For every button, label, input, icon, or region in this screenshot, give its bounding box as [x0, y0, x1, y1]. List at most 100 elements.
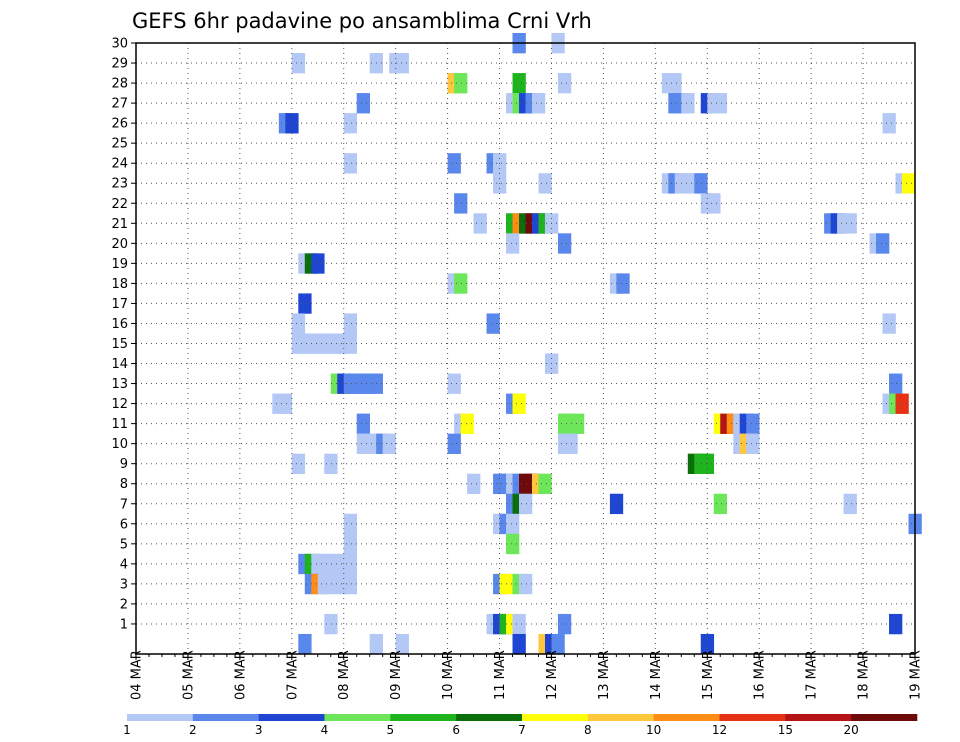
y-tick-label-1: 1	[120, 617, 128, 632]
heatmap-cell-41	[902, 173, 916, 194]
colorbar-swatch-2	[258, 714, 325, 721]
heatmap-cell-69	[291, 313, 306, 334]
heatmap-cell-39	[694, 173, 708, 194]
colorbar: 1 2 3 4 5 6 7 8 10 12 15 20	[123, 714, 918, 737]
y-tick-label-25: 25	[111, 137, 128, 152]
heatmap-cell-176	[298, 633, 312, 655]
heatmap-cell-58	[557, 233, 572, 254]
y-tick-label-28: 28	[111, 77, 128, 92]
grid-lines	[136, 42, 915, 654]
colorbar-label-8: 8	[584, 723, 592, 737]
x-tick-label-13: 17 MAR	[805, 650, 820, 700]
colorbar-swatch-5	[456, 714, 523, 721]
y-tick-label-7: 7	[120, 497, 128, 512]
heatmap-cell-33	[538, 173, 552, 194]
heatmap-cell-156	[343, 553, 358, 575]
heatmap-cell-173	[512, 613, 526, 635]
colorbar-label-5: 5	[387, 723, 395, 737]
colorbar-label-10: 10	[646, 723, 661, 737]
x-tick-label-7: 11 MAR	[493, 650, 508, 700]
x-tick-label-6: 10 MAR	[441, 650, 456, 700]
heatmap-cell-81	[343, 333, 358, 354]
heatmap-cell-98	[895, 393, 909, 414]
y-tick-label-29: 29	[111, 57, 128, 72]
heatmap-cell-70	[343, 313, 358, 334]
heatmap-cell-182	[551, 633, 565, 655]
heatmap-cell-122	[291, 453, 306, 475]
plot-frame	[135, 42, 916, 655]
heatmap-cell-138	[519, 493, 533, 515]
heatmap-cell-29	[447, 153, 461, 174]
heatmap-cell-72	[882, 313, 896, 334]
heatmap-cell-56	[843, 213, 857, 234]
heatmap-cell-148	[506, 533, 520, 555]
heatmap-cell-104	[570, 413, 585, 434]
heatmap-cell-8	[512, 73, 526, 94]
y-axis: 1234567891011121314151617181920212223242…	[111, 37, 136, 632]
y-tick-label-16: 16	[111, 317, 128, 332]
heatmap-cell-121	[746, 433, 760, 454]
heatmap-cell-127	[467, 473, 481, 495]
heatmap-cell-123	[324, 453, 338, 475]
heatmap-cell-135	[538, 473, 552, 495]
y-tick-label-11: 11	[111, 417, 128, 432]
heatmap-cell-95	[512, 393, 526, 414]
heatmap-cell-68	[298, 293, 312, 314]
colorbar-label-3: 3	[255, 723, 263, 737]
chart-title: GEFS 6hr padavine po ansamblima Crni Vrh	[132, 9, 592, 33]
heatmap-cell-26	[343, 113, 358, 134]
y-tick-label-3: 3	[120, 577, 128, 592]
heatmap-cell-116	[447, 433, 461, 454]
y-tick-label-30: 30	[111, 37, 128, 52]
y-tick-label-15: 15	[111, 337, 128, 352]
y-tick-label-19: 19	[111, 257, 128, 272]
heatmap-cell-90	[447, 373, 461, 394]
heatmap-cell-179	[512, 633, 526, 655]
colorbar-swatch-9	[719, 714, 786, 721]
heatmap-cell-141	[843, 493, 857, 515]
colorbar-swatch-8	[653, 714, 720, 721]
heatmap-cell-110	[746, 413, 760, 434]
heatmap-cell-44	[707, 193, 721, 214]
y-tick-label-21: 21	[111, 217, 128, 232]
heatmap-cell-142	[343, 513, 358, 535]
colorbar-swatch-7	[587, 714, 654, 721]
colorbar-label-7: 7	[518, 723, 526, 737]
heatmap-cell-178	[395, 633, 409, 655]
x-tick-label-9: 13 MAR	[597, 650, 612, 700]
heatmap-cell-174	[557, 613, 572, 635]
heatmap-cell-99	[356, 413, 370, 434]
x-tick-label-0: 04 MAR	[130, 650, 145, 700]
y-tick-label-9: 9	[120, 457, 128, 472]
heatmap-cell-71	[486, 313, 500, 334]
x-tick-label-14: 18 MAR	[857, 650, 872, 700]
heatmap-cell-7	[454, 73, 468, 94]
colorbar-swatch-3	[324, 714, 391, 721]
x-axis: 04 MAR 05 MAR 06 MAR 07 MAR 08 MAR 09 MAR 10 M…	[130, 650, 924, 700]
heatmap-cell-167	[519, 573, 533, 595]
heatmap-cell-67	[616, 273, 630, 294]
colorbar-label-15: 15	[778, 723, 793, 737]
colorbar-swatch-1	[192, 714, 259, 721]
x-tick-label-15: 19 MAR	[909, 650, 924, 700]
y-tick-label-20: 20	[111, 237, 128, 252]
heatmap-cell-163	[343, 573, 358, 595]
colorbar-label-12: 12	[712, 723, 727, 737]
heatmap-cell-2	[291, 53, 306, 74]
heatmap-cell-115	[382, 433, 396, 454]
heatmap-cell-60	[876, 233, 890, 254]
heatmap-cell-27	[882, 113, 896, 134]
y-tick-label-8: 8	[120, 477, 128, 492]
y-tick-label-24: 24	[111, 157, 128, 172]
colorbar-label-6: 6	[452, 723, 460, 737]
colorbar-label-4: 4	[321, 723, 329, 737]
y-tick-label-10: 10	[111, 437, 128, 452]
colorbar-label-2: 2	[189, 723, 197, 737]
heatmap-cell-91	[889, 373, 903, 394]
heatmap-cell-93	[278, 393, 293, 414]
colorbar-swatch-10	[785, 714, 852, 721]
heatmap-cell-42	[454, 193, 468, 214]
y-tick-label-2: 2	[120, 597, 128, 612]
